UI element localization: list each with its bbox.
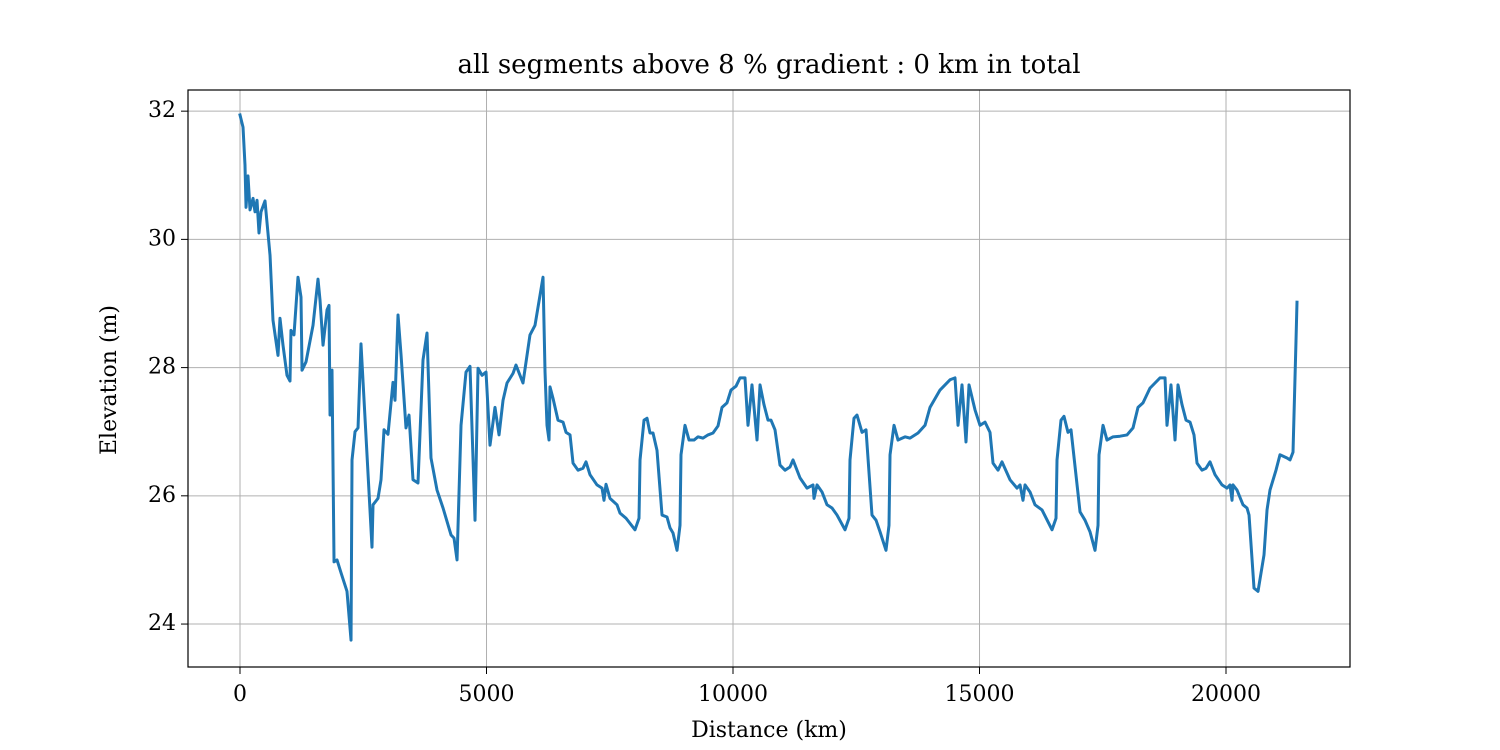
x-axis-label: Distance (km) (691, 718, 847, 743)
x-tick-label: 10000 (698, 682, 768, 707)
y-tick-label: 32 (148, 98, 176, 123)
chart-title: all segments above 8 % gradient : 0 km i… (457, 50, 1080, 80)
x-tick-label: 15000 (945, 682, 1015, 707)
y-tick-label: 30 (148, 226, 176, 251)
y-tick-label: 28 (148, 355, 176, 380)
y-tick-label: 24 (148, 611, 176, 636)
x-tick-label: 5000 (459, 682, 515, 707)
x-tick-label: 20000 (1191, 682, 1261, 707)
y-axis-label: Elevation (m) (97, 305, 122, 455)
plot-frame (187, 89, 1351, 668)
y-tick-label: 26 (148, 483, 176, 508)
elevation-line (238, 113, 1299, 642)
x-tick-label: 0 (233, 682, 247, 707)
